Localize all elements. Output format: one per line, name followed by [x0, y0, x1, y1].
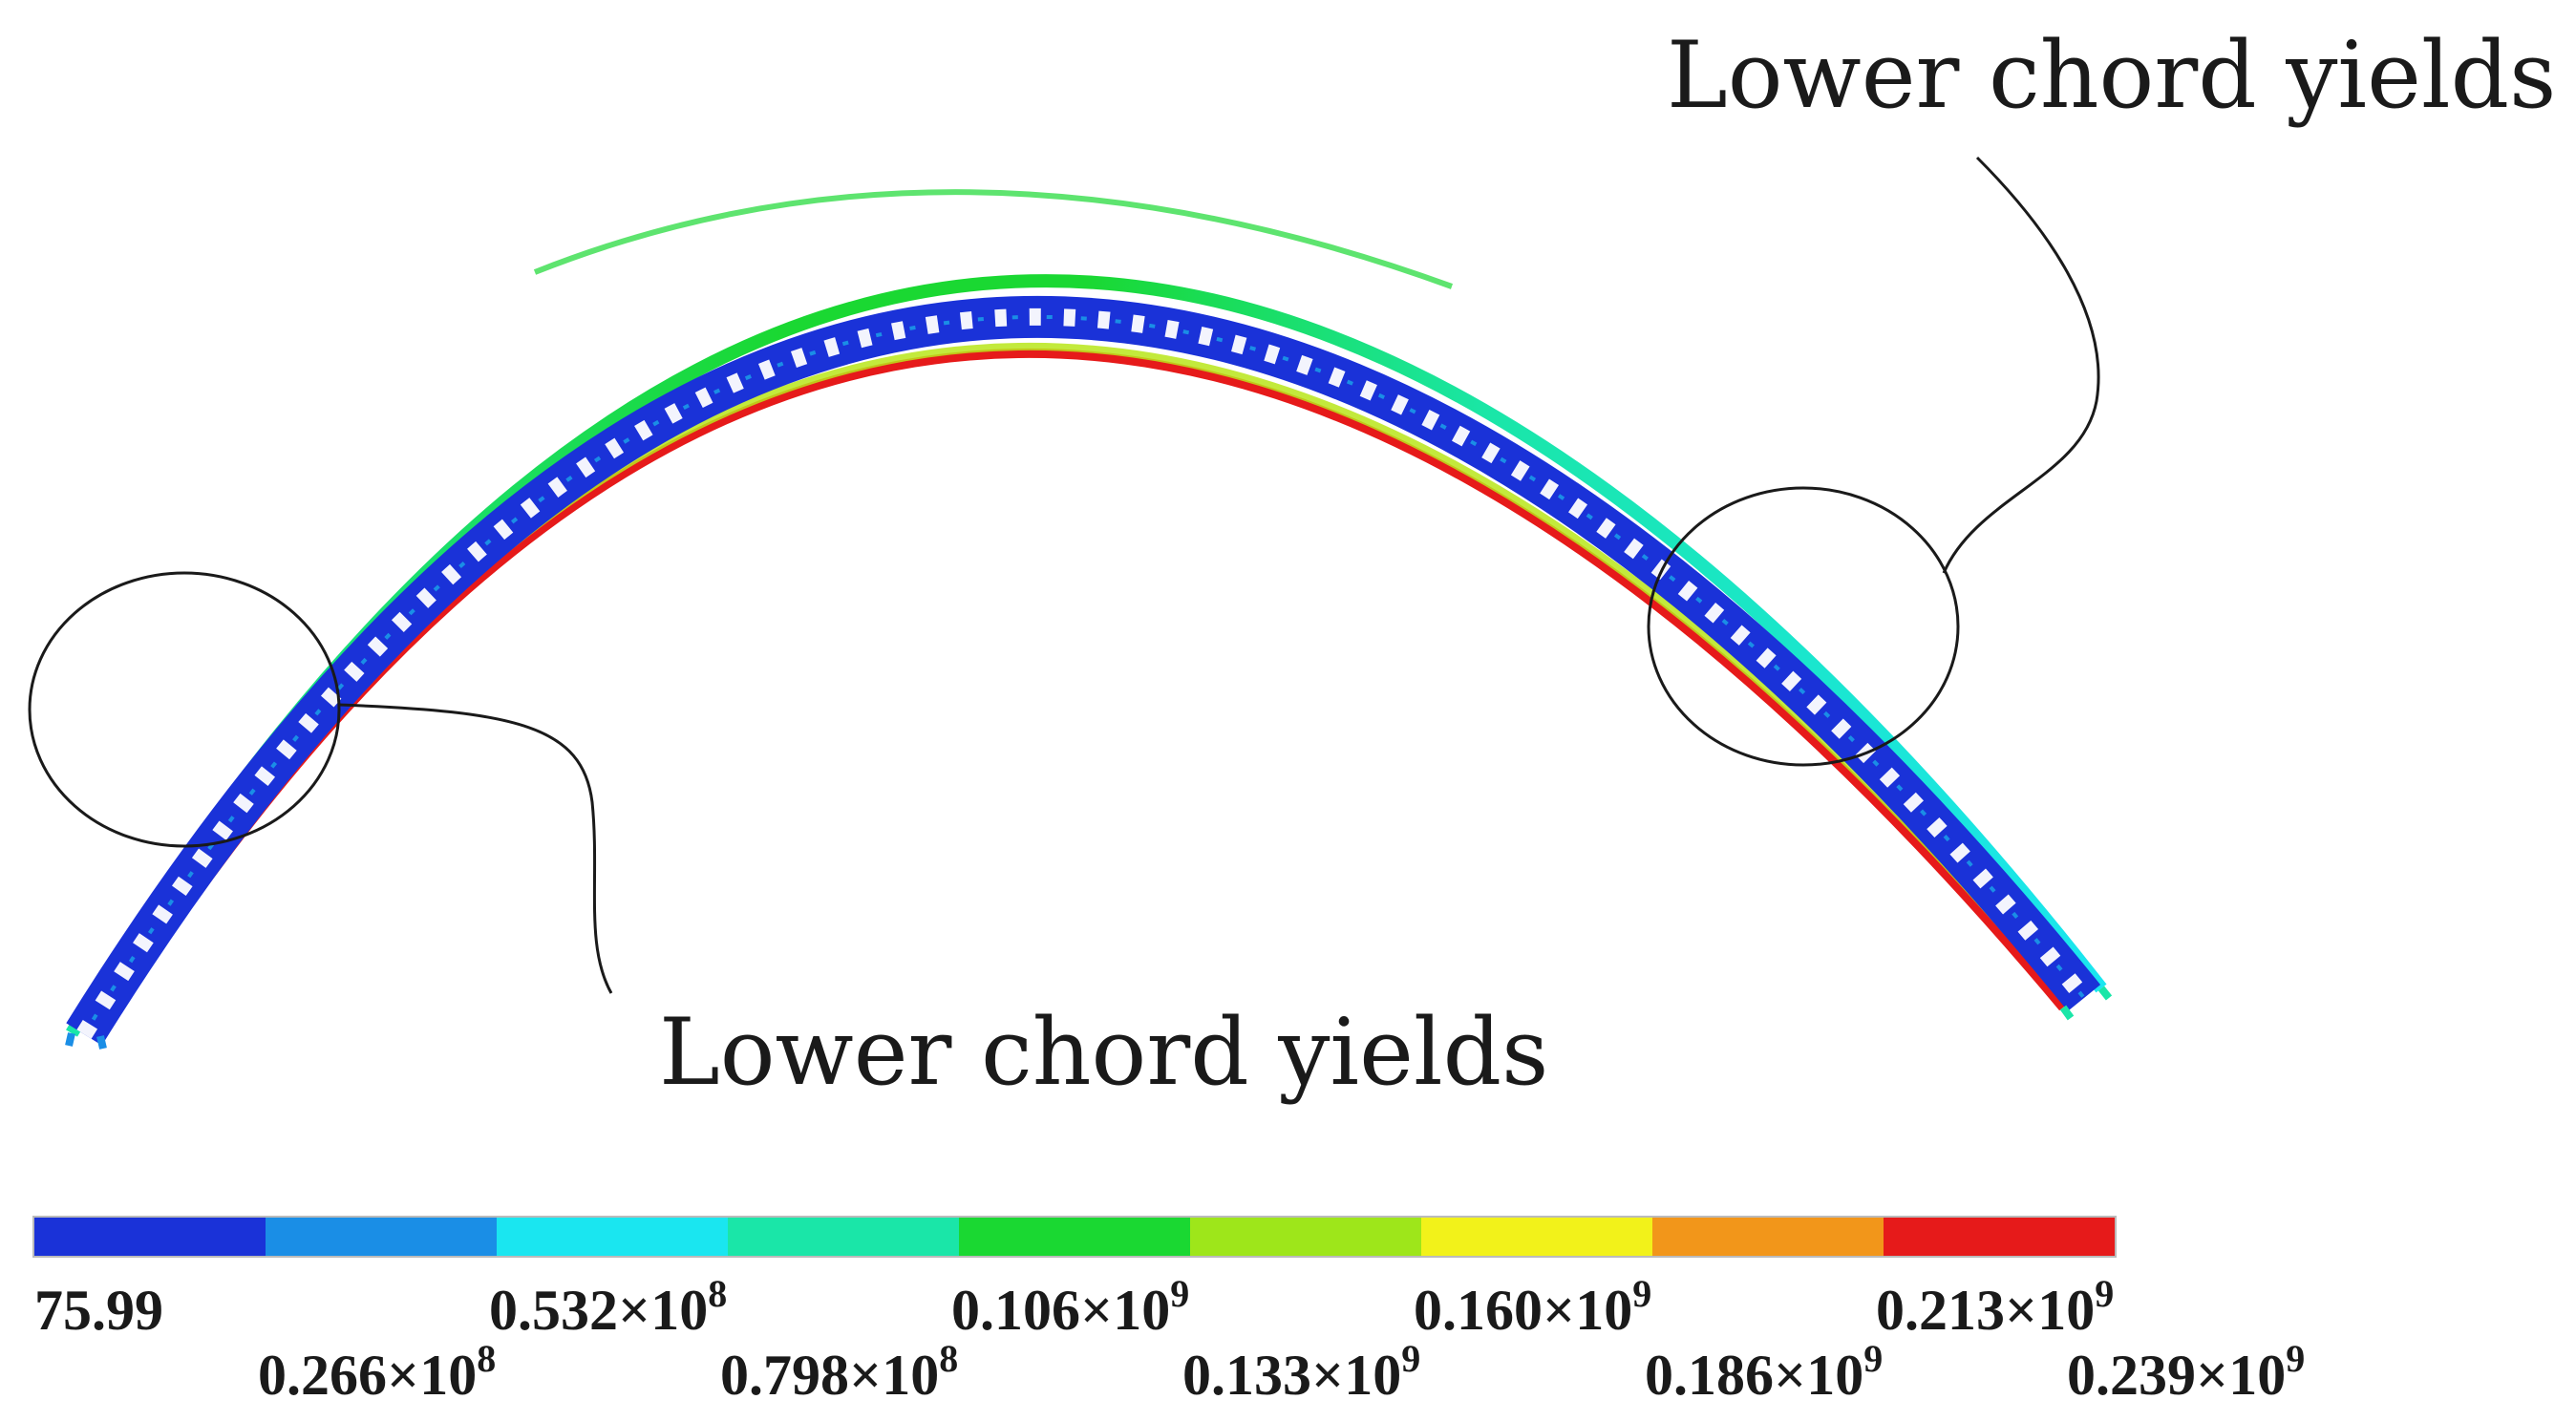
legend-swatch — [728, 1218, 959, 1256]
legend-swatch — [959, 1218, 1190, 1256]
legend-tick-label: 0.160×109 — [1414, 1272, 1651, 1342]
legend-tick-label: 75.99 — [34, 1279, 163, 1342]
legend-tick-label: 0.213×109 — [1876, 1272, 2114, 1342]
callout-right — [1647, 156, 2100, 767]
legend-tick-label: 0.133×109 — [1182, 1337, 1420, 1407]
legend-tick-label: 0.106×109 — [951, 1272, 1189, 1342]
yield-zone-circle-left — [28, 571, 341, 848]
annotation-right-label: Lower chord yields — [1667, 22, 2556, 129]
arch-body — [66, 296, 2101, 1046]
legend-swatch — [34, 1218, 266, 1256]
legend-tick-label: 0.798×108 — [720, 1337, 958, 1407]
legend-swatch — [266, 1218, 497, 1256]
annotation-bottom-label: Lower chord yields — [659, 999, 1548, 1106]
arch-web-openings — [76, 308, 2091, 1039]
legend-tick-label: 0.186×109 — [1645, 1337, 1883, 1407]
arch-truss-model — [65, 189, 2113, 1050]
legend-swatch — [497, 1218, 728, 1256]
arch-web-inner — [82, 315, 2086, 1036]
stress-color-legend: 75.99 0.266×1080.532×1080.798×1080.106×10… — [32, 1216, 2305, 1407]
legend-swatch — [1884, 1218, 2115, 1256]
leader-line-left — [338, 703, 613, 994]
callout-left — [28, 571, 613, 994]
leader-line-right — [1942, 156, 2100, 574]
legend-tick-label: 0.532×108 — [489, 1272, 727, 1342]
left-support-end — [65, 1032, 107, 1050]
legend-swatch — [1190, 1218, 1421, 1256]
legend-swatch — [1421, 1218, 1652, 1256]
yield-zone-circle-right — [1647, 486, 1960, 767]
legend-tick-label: 0.266×108 — [258, 1337, 496, 1407]
crown-highlight — [533, 189, 1454, 289]
right-support-end — [2059, 986, 2113, 1021]
legend-swatch — [1652, 1218, 1884, 1256]
legend-tick-label: 0.239×109 — [2067, 1337, 2305, 1407]
